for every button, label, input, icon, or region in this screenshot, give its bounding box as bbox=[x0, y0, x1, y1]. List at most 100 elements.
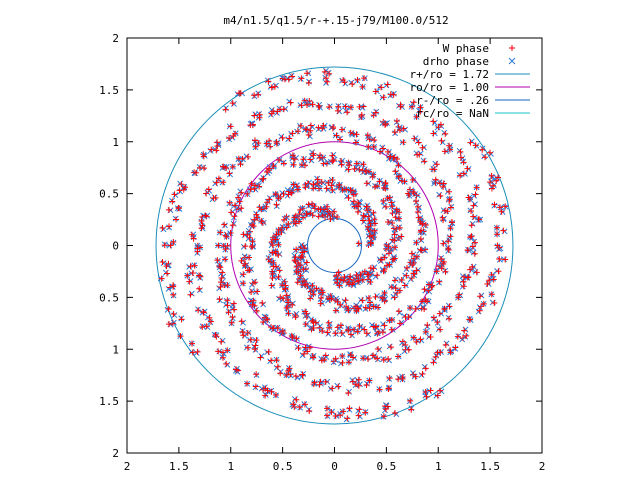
w-point bbox=[367, 239, 374, 246]
w-point bbox=[408, 250, 415, 257]
drho-point bbox=[361, 218, 367, 225]
w-point bbox=[310, 324, 317, 331]
drho-point bbox=[298, 205, 304, 212]
w-point bbox=[396, 127, 403, 134]
w-point bbox=[388, 316, 395, 323]
w-point bbox=[187, 263, 194, 270]
w-point bbox=[268, 282, 275, 289]
w-point bbox=[248, 289, 255, 296]
w-point bbox=[223, 165, 230, 172]
w-point bbox=[203, 190, 210, 197]
y-tick-label: 1 bbox=[112, 136, 119, 149]
w-point bbox=[215, 242, 222, 249]
w-point bbox=[329, 158, 336, 165]
drho-point bbox=[386, 375, 393, 382]
w-point bbox=[269, 242, 276, 249]
drho-point bbox=[251, 278, 258, 285]
w-point bbox=[344, 109, 351, 116]
drho-point bbox=[318, 327, 325, 334]
w-point bbox=[199, 323, 206, 330]
w-point bbox=[258, 218, 265, 225]
w-point bbox=[306, 407, 313, 414]
w-point bbox=[339, 353, 346, 360]
drho-point bbox=[291, 396, 298, 402]
w-point bbox=[251, 346, 258, 353]
w-point bbox=[249, 301, 256, 308]
w-point bbox=[488, 291, 495, 298]
w-point bbox=[297, 206, 304, 213]
w-point bbox=[385, 250, 392, 257]
w-point bbox=[302, 321, 309, 328]
w-point bbox=[265, 348, 272, 355]
w-point bbox=[313, 285, 320, 292]
w-point bbox=[365, 143, 372, 150]
w-point bbox=[363, 180, 370, 187]
w-point bbox=[165, 206, 172, 213]
w-point bbox=[244, 344, 251, 351]
w-point bbox=[371, 137, 378, 144]
w-point bbox=[487, 149, 494, 156]
drho-point bbox=[222, 222, 228, 229]
w-point bbox=[502, 256, 509, 263]
w-point bbox=[254, 288, 261, 295]
w-point bbox=[170, 311, 177, 318]
drho-point bbox=[456, 147, 463, 154]
w-point bbox=[345, 194, 352, 201]
w-point bbox=[334, 107, 341, 114]
drho-point bbox=[248, 287, 255, 294]
w-point bbox=[300, 214, 307, 221]
w-point bbox=[324, 329, 331, 336]
w-point bbox=[386, 375, 393, 382]
w-point bbox=[356, 406, 363, 413]
w-point bbox=[205, 186, 212, 193]
w-point bbox=[228, 319, 235, 326]
w-point bbox=[401, 178, 408, 185]
w-point bbox=[440, 183, 447, 190]
w-point bbox=[293, 396, 300, 403]
drho-point bbox=[216, 285, 223, 292]
w-point bbox=[398, 277, 405, 284]
w-point bbox=[268, 388, 275, 395]
w-point bbox=[339, 126, 346, 133]
w-point bbox=[289, 130, 296, 137]
w-point bbox=[430, 359, 437, 366]
w-point bbox=[323, 75, 330, 82]
drho-point bbox=[267, 358, 274, 365]
w-point bbox=[385, 385, 392, 392]
w-point bbox=[484, 280, 491, 287]
w-point bbox=[279, 328, 286, 335]
w-point bbox=[424, 322, 431, 329]
w-point bbox=[169, 198, 176, 205]
w-point bbox=[401, 282, 408, 289]
drho-point bbox=[462, 326, 469, 333]
chart-title: m4/n1.5/q1.5/r-+.15-j79/M100.0/512 bbox=[223, 14, 448, 27]
w-point bbox=[328, 295, 335, 302]
w-point bbox=[285, 299, 292, 306]
w-point bbox=[212, 331, 219, 338]
drho-point bbox=[464, 273, 470, 280]
drho-point bbox=[386, 343, 393, 350]
w-point bbox=[464, 247, 471, 254]
w-point bbox=[375, 304, 382, 311]
circle-0 bbox=[155, 66, 514, 425]
drho-point bbox=[336, 108, 343, 115]
w-point bbox=[326, 324, 333, 331]
w-point bbox=[418, 227, 425, 234]
w-point bbox=[449, 219, 456, 226]
w-point bbox=[442, 207, 449, 214]
w-point bbox=[490, 276, 497, 283]
w-point bbox=[372, 88, 379, 95]
w-point bbox=[494, 242, 501, 249]
drho-point bbox=[343, 416, 350, 423]
w-point bbox=[354, 305, 361, 312]
w-point bbox=[166, 321, 173, 328]
drho-point bbox=[296, 261, 303, 267]
w-point bbox=[436, 278, 443, 285]
w-point bbox=[437, 121, 444, 128]
w-point bbox=[190, 235, 197, 242]
drho-point bbox=[336, 270, 343, 277]
w-point bbox=[479, 146, 486, 153]
w-point bbox=[252, 182, 259, 189]
drho-point bbox=[301, 155, 307, 162]
